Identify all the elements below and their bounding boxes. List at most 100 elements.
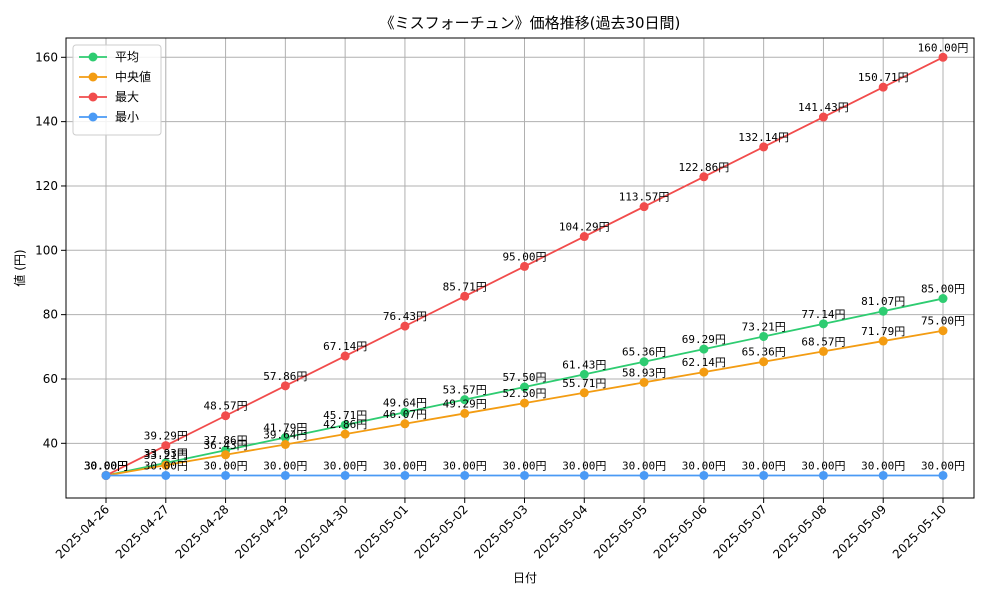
data-label: 150.71円 <box>858 71 909 84</box>
legend-label: 最小 <box>115 110 139 124</box>
data-point <box>460 408 470 418</box>
data-point <box>699 470 709 480</box>
legend-item: 最小 <box>79 110 139 124</box>
y-tick-label: 80 <box>43 308 58 322</box>
series-3 <box>101 470 948 480</box>
y-tick-label: 160 <box>35 50 58 64</box>
data-labels-2: 30.00円 39.29円 48.57円 57.86円 67.14円 76.43円 85.7… <box>84 41 968 472</box>
data-point <box>579 369 589 379</box>
data-label: 41.79円 <box>263 422 307 435</box>
data-label: 61.43円 <box>562 358 606 371</box>
data-point <box>400 419 410 429</box>
data-label: 30.00円 <box>84 459 128 472</box>
grid <box>66 38 974 498</box>
data-label: 58.93円 <box>622 366 666 379</box>
data-point <box>221 450 231 460</box>
data-label: 33.93円 <box>144 447 188 460</box>
y-axis-label: 値 (円) <box>12 249 27 286</box>
data-label: 49.29円 <box>443 397 487 410</box>
data-point <box>878 306 888 316</box>
data-label: 67.14円 <box>323 340 367 353</box>
data-label: 30.00円 <box>383 459 427 472</box>
data-point <box>340 351 350 361</box>
data-label: 132.14円 <box>738 131 789 144</box>
data-point <box>639 202 649 212</box>
data-label: 30.00円 <box>742 459 786 472</box>
legend-item: 平均 <box>79 50 139 64</box>
x-tick-label: 2025-04-30 <box>292 502 351 561</box>
data-label: 30.00円 <box>443 459 487 472</box>
legend-item: 最大 <box>79 90 139 104</box>
data-point <box>699 367 709 377</box>
data-point <box>340 429 350 439</box>
data-label: 39.29円 <box>144 430 188 443</box>
x-tick-label: 2025-05-10 <box>890 502 949 561</box>
data-label: 85.00円 <box>921 283 965 296</box>
data-label: 30.00円 <box>204 459 248 472</box>
data-label: 52.50円 <box>502 387 546 400</box>
data-label: 65.36円 <box>742 346 786 359</box>
data-point <box>400 407 410 417</box>
x-tick-label: 2025-05-06 <box>651 502 710 561</box>
legend-label: 平均 <box>115 50 139 64</box>
data-label: 48.57円 <box>204 400 248 413</box>
data-label: 49.64円 <box>383 396 427 409</box>
legend-box <box>72 44 162 136</box>
data-point <box>400 321 410 331</box>
data-label: 62.14円 <box>682 356 726 369</box>
legend-swatch-marker <box>88 52 98 62</box>
data-label: 113.57円 <box>619 191 670 204</box>
data-label: 33.21円 <box>144 449 188 462</box>
data-label: 71.79円 <box>861 325 905 338</box>
data-labels-1: 30.00円33.21円36.43円39.64円42.86円46.07円49.2… <box>84 315 965 473</box>
data-point <box>818 346 828 356</box>
data-point <box>759 331 769 341</box>
legend-swatch-marker <box>88 72 98 82</box>
x-tick-label: 2025-05-04 <box>531 502 590 561</box>
data-label: 37.86円 <box>204 434 248 447</box>
ticks: 2025-04-26 2025-04-27 2025-04-28 2025-04-29… <box>35 50 949 561</box>
data-point <box>221 411 231 421</box>
data-point <box>400 470 410 480</box>
data-label: 55.71円 <box>562 377 606 390</box>
data-label: 30.00円 <box>622 459 666 472</box>
data-point <box>161 470 171 480</box>
data-label: 30.00円 <box>562 459 606 472</box>
data-point <box>759 470 769 480</box>
data-point <box>340 420 350 430</box>
data-label: 39.64円 <box>263 428 307 441</box>
data-point <box>460 291 470 301</box>
data-point <box>759 142 769 152</box>
data-point <box>280 381 290 391</box>
y-tick-label: 120 <box>35 179 58 193</box>
x-tick-label: 2025-05-01 <box>352 502 411 561</box>
data-point <box>520 398 529 408</box>
data-label: 30.00円 <box>84 459 128 472</box>
x-tick-label: 2025-05-07 <box>711 502 770 561</box>
legend-swatch-marker <box>88 112 98 122</box>
x-tick-label: 2025-04-29 <box>232 502 291 561</box>
data-point <box>520 261 529 271</box>
data-label: 57.86円 <box>263 370 307 383</box>
x-tick-label: 2025-04-27 <box>113 502 172 561</box>
data-point <box>161 441 171 451</box>
data-point <box>938 52 948 62</box>
data-point <box>280 470 290 480</box>
x-tick-label: 2025-05-05 <box>591 502 650 561</box>
data-label: 122.86円 <box>678 161 729 174</box>
x-tick-label: 2025-05-09 <box>830 502 889 561</box>
data-point <box>280 433 290 443</box>
plot-frame <box>65 37 975 499</box>
series-2 <box>101 52 948 480</box>
data-point <box>938 470 948 480</box>
legend-swatch-marker <box>88 92 98 102</box>
data-label: 30.00円 <box>323 459 367 472</box>
data-label: 73.21円 <box>742 320 786 333</box>
data-point <box>460 395 470 405</box>
data-point <box>639 357 649 367</box>
data-point <box>759 357 769 367</box>
data-label: 42.86円 <box>323 418 367 431</box>
data-label: 104.29円 <box>559 221 610 234</box>
data-label: 75.00円 <box>921 315 965 328</box>
